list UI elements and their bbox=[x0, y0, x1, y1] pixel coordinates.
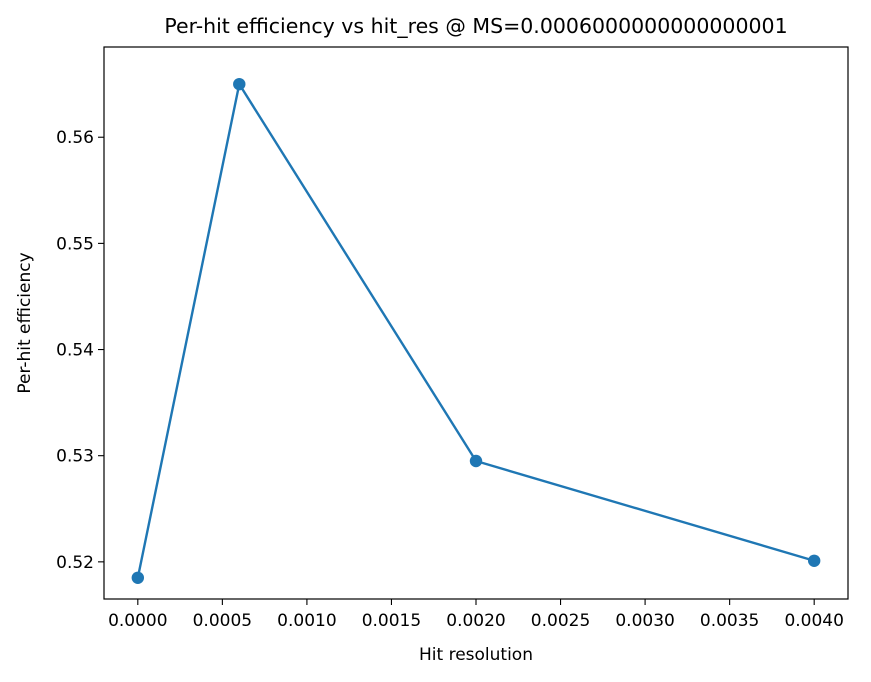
x-tick-label: 0.0035 bbox=[700, 611, 759, 631]
chart-title: Per-hit efficiency vs hit_res @ MS=0.000… bbox=[164, 14, 787, 39]
x-tick-label: 0.0030 bbox=[615, 611, 674, 631]
y-axis-label: Per-hit efficiency bbox=[15, 252, 35, 393]
x-tick-label: 0.0005 bbox=[193, 611, 252, 631]
x-tick-label: 0.0020 bbox=[446, 611, 505, 631]
data-point bbox=[469, 454, 483, 468]
y-tick-label: 0.54 bbox=[56, 341, 94, 361]
x-tick-label: 0.0000 bbox=[108, 611, 167, 631]
x-tick-label: 0.0010 bbox=[277, 611, 336, 631]
y-tick-label: 0.55 bbox=[56, 234, 94, 254]
y-tick-label: 0.53 bbox=[56, 447, 94, 467]
data-point bbox=[807, 554, 821, 567]
y-tick-label: 0.56 bbox=[56, 128, 94, 148]
data-point bbox=[233, 77, 246, 91]
x-tick-label: 0.0040 bbox=[784, 611, 843, 631]
series-line bbox=[136, 82, 816, 579]
x-axis-ticks: 0.0000 0.0005 0.0010 0.0015 0.0020 0.0025 0.00… bbox=[108, 599, 844, 631]
data-point bbox=[131, 571, 145, 584]
y-axis-ticks: 0.52 0.53 0.54 0.55 0.56 bbox=[56, 128, 104, 573]
x-tick-label: 0.0015 bbox=[362, 611, 421, 631]
plot-area: 0.0000 0.0005 0.0010 0.0015 0.0020 0.0025 0.00… bbox=[56, 46, 849, 631]
x-tick-label: 0.0025 bbox=[531, 611, 590, 631]
x-axis-label: Hit resolution bbox=[419, 645, 533, 665]
y-tick-label: 0.52 bbox=[56, 553, 94, 573]
series-layer bbox=[131, 77, 821, 584]
